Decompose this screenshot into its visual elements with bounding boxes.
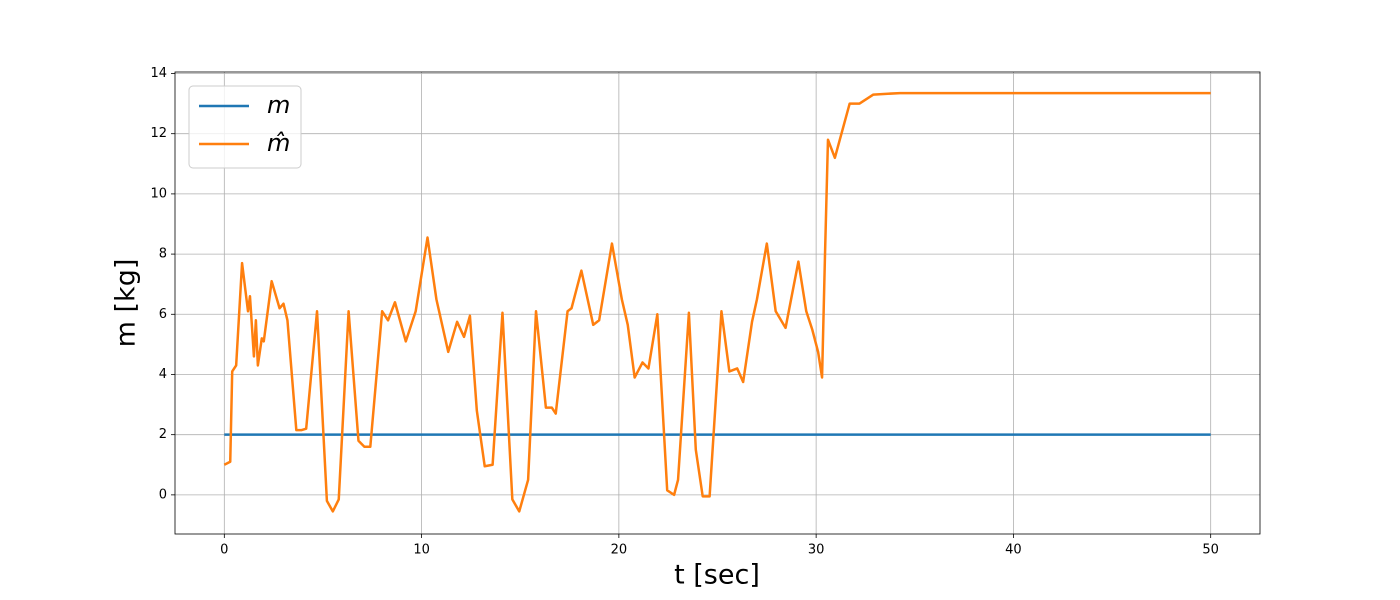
- x-tick-label: 20: [611, 543, 628, 558]
- y-tick-label: 12: [150, 126, 167, 141]
- legend-label: m̂: [267, 129, 290, 157]
- x-axis-label: t [sec]: [674, 560, 760, 591]
- plot-frame: [174, 71, 1261, 535]
- y-tick-label: 8: [159, 247, 167, 262]
- x-tick-label: 30: [808, 543, 825, 558]
- y-tick-label: 2: [159, 427, 167, 442]
- y-tick-label: 4: [159, 367, 167, 382]
- y-tick-label: 6: [159, 307, 167, 322]
- series-line: [223, 91, 1211, 513]
- y-axis-label: m [kg]: [111, 259, 142, 348]
- y-tick-label: 14: [150, 66, 167, 81]
- legend-label: m: [267, 91, 290, 119]
- x-tick-label: 50: [1202, 543, 1219, 558]
- y-tick-label: 10: [150, 186, 167, 201]
- x-tick-label: 40: [1005, 543, 1022, 558]
- y-tick-label: 0: [159, 487, 167, 502]
- x-tick-label: 0: [220, 543, 228, 558]
- x-tick-label: 10: [413, 543, 430, 558]
